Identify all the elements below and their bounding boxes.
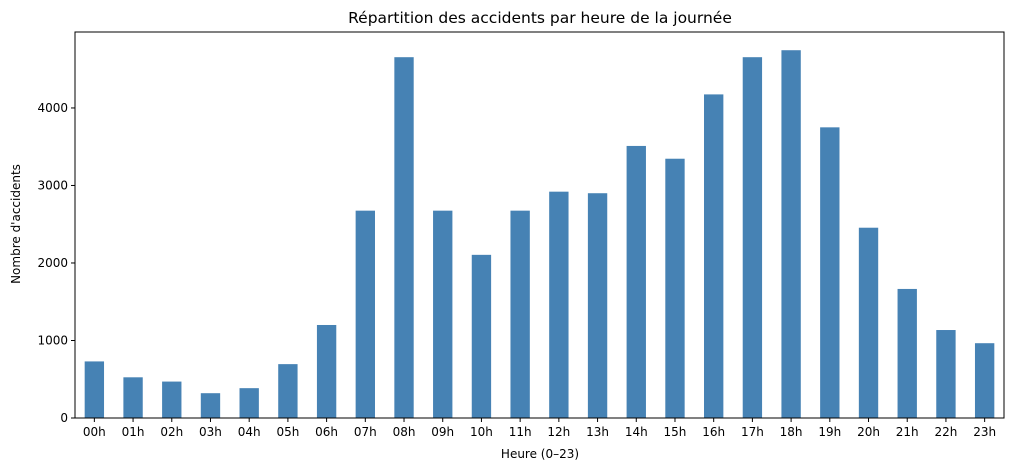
x-tick-label: 13h xyxy=(586,425,609,439)
y-axis-ticks: 0 1000 2000 3000 4000 xyxy=(37,101,75,425)
x-tick-label: 11h xyxy=(509,425,532,439)
y-tick-label: 4000 xyxy=(37,101,68,115)
bar-00h xyxy=(84,361,105,418)
x-tick-label: 18h xyxy=(780,425,803,439)
bar-02h xyxy=(162,381,182,418)
bar-14h xyxy=(626,145,646,418)
x-tick-label: 20h xyxy=(857,425,880,439)
bar-17h xyxy=(742,57,763,418)
bar-20h xyxy=(858,227,879,418)
x-tick-label: 16h xyxy=(702,425,725,439)
bar-23h xyxy=(974,343,995,418)
bar-06h xyxy=(316,324,337,418)
x-tick-label: 09h xyxy=(431,425,454,439)
bar-22h xyxy=(936,330,956,418)
y-tick-label: 3000 xyxy=(37,178,68,192)
x-tick-label: 05h xyxy=(276,425,299,439)
bar-07h xyxy=(355,210,375,418)
x-tick-label: 19h xyxy=(818,425,841,439)
bar-03h xyxy=(200,393,221,418)
x-tick-label: 10h xyxy=(470,425,493,439)
bar-13h xyxy=(587,193,608,418)
x-axis-ticks: 00h 01h 02h 03h 04h 05h 06h 07h 08h 09h 10h 11h 12h 1… xyxy=(83,418,996,439)
bar-21h xyxy=(897,288,917,418)
y-tick-label: 2000 xyxy=(37,256,68,270)
x-tick-label: 04h xyxy=(238,425,261,439)
y-tick-label: 0 xyxy=(60,411,68,425)
x-tick-label: 08h xyxy=(393,425,416,439)
bar-15h xyxy=(665,158,685,418)
x-axis-label: Heure (0–23) xyxy=(501,447,579,461)
x-tick-label: 22h xyxy=(935,425,958,439)
bar-09h xyxy=(433,210,453,418)
bar-08h xyxy=(394,57,414,418)
x-tick-label: 06h xyxy=(315,425,338,439)
x-tick-label: 14h xyxy=(625,425,648,439)
plot-frame xyxy=(74,31,1005,419)
bar-16h xyxy=(704,94,724,419)
x-tick-label: 12h xyxy=(547,425,570,439)
bar-18h xyxy=(781,50,801,419)
x-tick-label: 21h xyxy=(896,425,919,439)
y-tick-label: 1000 xyxy=(37,333,68,347)
x-tick-label: 02h xyxy=(160,425,183,439)
y-axis-label: Nombre d'accidents xyxy=(9,164,23,284)
bars-group xyxy=(84,50,995,419)
x-tick-label: 17h xyxy=(741,425,764,439)
bar-19h xyxy=(820,127,840,419)
bar-04h xyxy=(239,388,259,418)
x-tick-label: 15h xyxy=(664,425,687,439)
bar-01h xyxy=(123,377,143,418)
x-tick-label: 00h xyxy=(83,425,106,439)
x-tick-label: 01h xyxy=(122,425,145,439)
bar-05h xyxy=(278,364,298,418)
bar-10h xyxy=(471,254,492,418)
x-tick-label: 03h xyxy=(199,425,222,439)
bar-12h xyxy=(549,191,569,418)
x-tick-label: 07h xyxy=(354,425,377,439)
chart-title: Répartition des accidents par heure de l… xyxy=(348,9,732,27)
x-tick-label: 23h xyxy=(973,425,996,439)
bar-11h xyxy=(510,210,530,418)
